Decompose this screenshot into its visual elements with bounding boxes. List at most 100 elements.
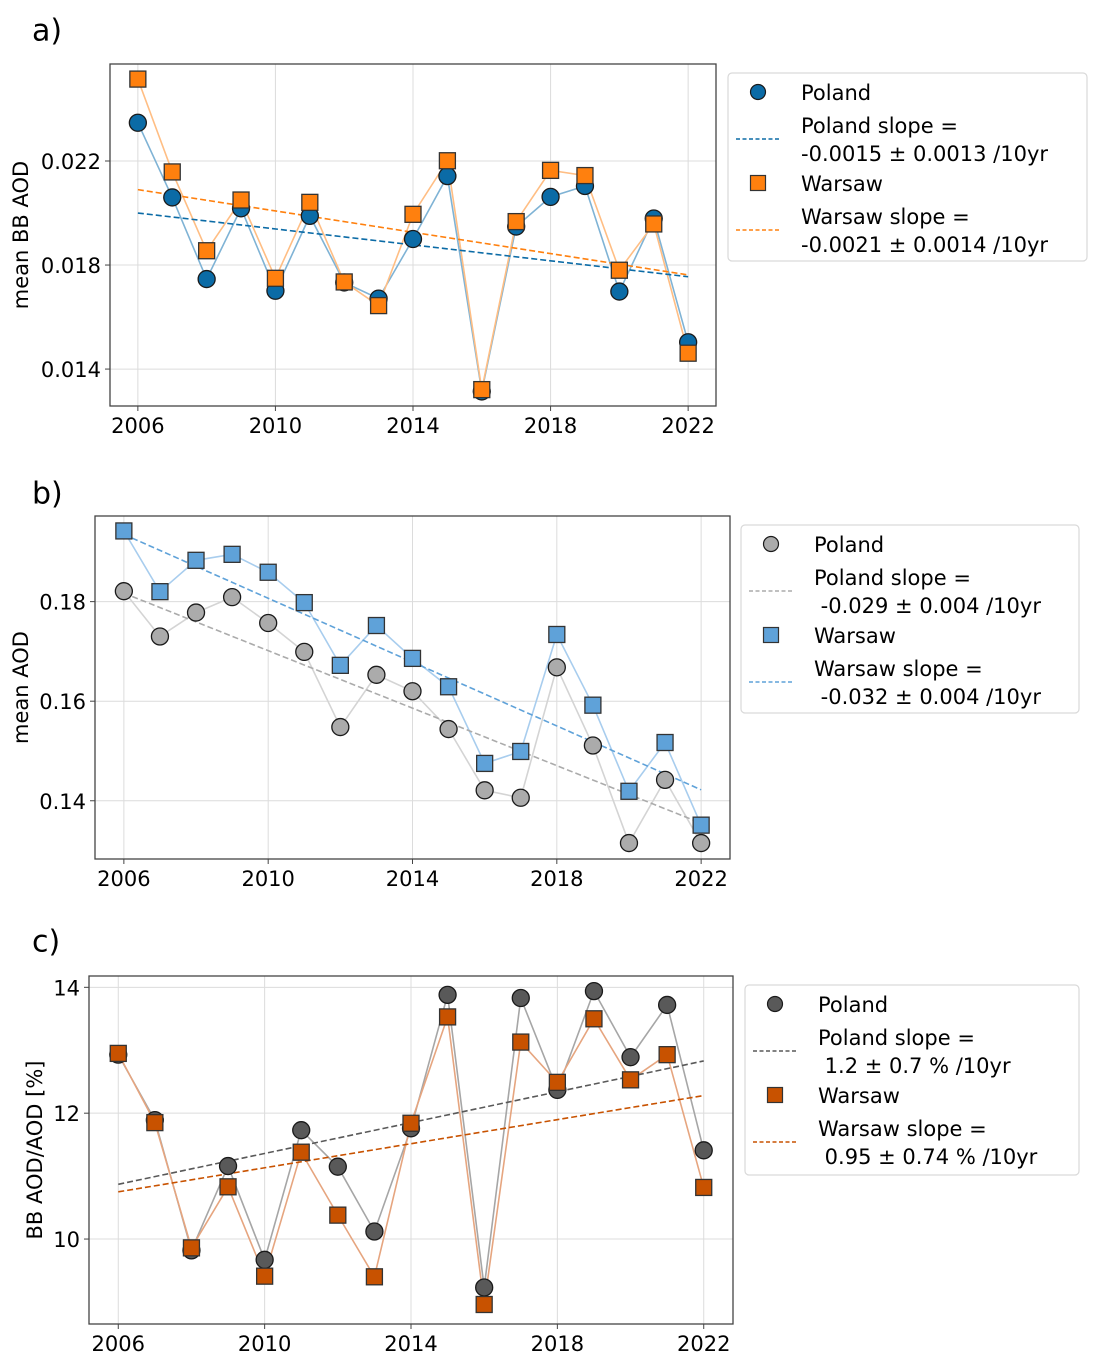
data-point-poland xyxy=(655,770,675,789)
data-point-warsaw xyxy=(695,1178,713,1197)
data-point-warsaw xyxy=(658,1046,676,1064)
legend-marker-warsaw xyxy=(766,1086,784,1104)
x-tick-label: 2022 xyxy=(677,1332,730,1356)
data-point-poland xyxy=(114,582,134,601)
legend-label: Warsaw slope = xyxy=(801,205,970,229)
data-point-warsaw xyxy=(476,754,494,773)
data-point-warsaw xyxy=(301,193,319,212)
data-point-warsaw xyxy=(645,215,663,233)
data-point-poland xyxy=(403,229,423,249)
data-point-poland xyxy=(331,717,350,737)
data-point-poland xyxy=(222,587,242,607)
legend-label: Warsaw xyxy=(814,624,896,648)
data-point-warsaw xyxy=(223,545,241,563)
y-tick-label: 0.16 xyxy=(39,690,86,714)
data-point-warsaw xyxy=(475,1295,493,1314)
legend: Poland Poland slope = -0.0015 ± 0.0013 /10… xyxy=(727,72,1088,262)
data-point-poland xyxy=(295,642,314,662)
trend-line-poland xyxy=(137,212,689,278)
data-point-poland xyxy=(292,1121,311,1140)
data-point-poland xyxy=(610,282,629,301)
markers-warsaw xyxy=(129,70,697,399)
plot-area xyxy=(128,70,698,401)
data-point-poland xyxy=(163,188,182,207)
x-tick-label: 2006 xyxy=(92,1332,145,1356)
data-point-warsaw xyxy=(404,205,422,223)
data-point-warsaw xyxy=(584,696,602,714)
trend-line-warsaw xyxy=(137,188,689,276)
data-point-poland xyxy=(438,166,457,186)
data-point-warsaw xyxy=(438,152,457,170)
data-point-warsaw xyxy=(620,782,638,800)
legend-label: -0.032 ± 0.004 /10yr xyxy=(814,685,1041,709)
legend-box xyxy=(740,524,1080,714)
data-point-warsaw xyxy=(473,380,491,399)
data-point-warsaw xyxy=(259,563,277,581)
data-point-poland xyxy=(583,736,603,755)
data-point-warsaw xyxy=(187,551,205,569)
data-point-warsaw xyxy=(369,296,388,315)
panel-a: a) 2006 2010 2014 2018 2022 0.014 0.018 0.022 mea… xyxy=(9,14,1088,438)
y-tick-label: 0.014 xyxy=(41,358,101,382)
data-point-warsaw xyxy=(541,161,560,180)
data-point-warsaw xyxy=(438,1008,457,1026)
plot-area xyxy=(114,522,711,853)
data-point-warsaw xyxy=(197,242,216,260)
x-tick-label: 2018 xyxy=(531,1332,584,1356)
data-point-warsaw xyxy=(365,1268,384,1286)
x-tick-label: 2010 xyxy=(241,867,294,891)
data-point-poland xyxy=(255,1250,274,1269)
y-axis-label: BB AOD/AOD [%] xyxy=(23,1061,47,1240)
data-point-warsaw xyxy=(512,742,530,761)
data-point-poland xyxy=(619,833,639,853)
data-point-warsaw xyxy=(656,733,674,752)
x-tick-label: 2010 xyxy=(249,414,302,438)
data-point-poland xyxy=(438,985,457,1005)
data-point-warsaw xyxy=(163,163,181,181)
legend-marker-poland xyxy=(749,83,767,101)
data-point-poland xyxy=(328,1157,347,1176)
data-point-poland xyxy=(541,187,560,207)
legend-label: -0.0015 ± 0.0013 /10yr xyxy=(801,142,1048,166)
data-point-poland xyxy=(621,1048,640,1067)
data-point-warsaw xyxy=(182,1239,201,1257)
y-tick-label: 14 xyxy=(53,976,80,1000)
y-tick-label: 0.022 xyxy=(41,150,101,174)
data-point-warsaw xyxy=(439,678,458,696)
data-point-poland xyxy=(511,988,530,1008)
data-point-poland xyxy=(511,788,530,807)
panel-c: c) 2006 2010 2014 2018 2022 10 12 14 BB AOD/AOD [… xyxy=(23,925,1080,1356)
data-point-warsaw xyxy=(692,816,710,834)
legend: Poland Poland slope = -0.029 ± 0.004 /10y… xyxy=(740,524,1080,714)
data-point-warsaw xyxy=(402,1114,420,1132)
grid xyxy=(89,976,733,1324)
legend-label: Warsaw slope = xyxy=(818,1117,987,1141)
legend-box xyxy=(744,984,1080,1176)
legend-marker-poland xyxy=(762,535,780,553)
data-point-warsaw xyxy=(109,1044,127,1063)
plot-area xyxy=(109,981,713,1314)
data-point-warsaw xyxy=(129,70,147,88)
legend-label: Warsaw slope = xyxy=(814,657,983,681)
data-point-warsaw xyxy=(403,649,422,668)
data-point-poland xyxy=(403,682,422,701)
data-point-poland xyxy=(475,781,494,800)
data-point-poland xyxy=(584,981,604,1001)
x-tick-label: 2018 xyxy=(524,414,577,438)
x-tick-label: 2014 xyxy=(384,1332,437,1356)
markers-warsaw xyxy=(115,522,710,834)
legend-label: 0.95 ± 0.74 % /10yr xyxy=(818,1145,1038,1169)
data-point-warsaw xyxy=(232,191,250,209)
legend-marker-warsaw xyxy=(749,174,767,192)
x-tick-label: 2006 xyxy=(111,414,164,438)
data-point-warsaw xyxy=(512,1033,530,1051)
data-point-poland xyxy=(197,269,216,289)
data-point-warsaw xyxy=(329,1206,347,1224)
legend-label: Poland xyxy=(801,81,871,105)
data-point-poland xyxy=(475,1278,494,1297)
data-point-warsaw xyxy=(292,1143,310,1161)
y-tick-label: 0.14 xyxy=(39,790,86,814)
legend-marker-poland xyxy=(766,995,784,1013)
